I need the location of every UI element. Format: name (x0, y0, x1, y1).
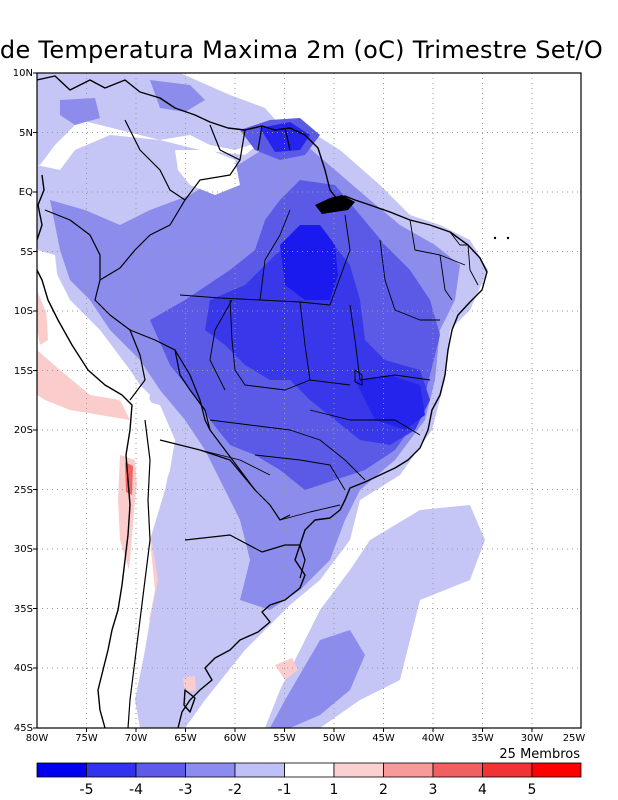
plot-frame (36, 72, 582, 729)
argentina-paraguay-border (159, 439, 256, 491)
colorbar-label: -1 (278, 782, 292, 798)
colorbar-swatch (482, 762, 533, 778)
colorbar-label: -5 (80, 782, 94, 798)
neutral-ocean-se (420, 540, 581, 728)
lat-label: 35S (14, 604, 33, 615)
members-note: 25 Membros (499, 747, 580, 762)
country-borders (44, 119, 306, 728)
cool-core-central (355, 375, 425, 430)
lon-label: 30W (521, 733, 544, 744)
colorbar-swatch (531, 762, 582, 778)
colorbar-swatch (383, 762, 434, 778)
lat-label: 45S (14, 723, 33, 734)
colorbar-swatch (333, 762, 384, 778)
lat-label: 40S (14, 663, 33, 674)
lon-label: 40W (422, 733, 445, 744)
warm-pacific-patch (37, 350, 130, 420)
neutral-guiana (175, 150, 240, 195)
colorbar-swatch (36, 762, 87, 778)
colorbar-label: -4 (129, 782, 143, 798)
lon-label: 45W (372, 733, 395, 744)
map-title: ia de Temperatura Maxima 2m (oC) Trimest… (0, 36, 604, 64)
lat-label: 20S (14, 425, 33, 436)
lon-label: 25W (563, 733, 586, 744)
state-borders (179, 209, 479, 521)
grid-lines (37, 73, 581, 728)
colorbar-label: 1 (330, 782, 339, 798)
lat-label: 25S (14, 485, 33, 496)
warm-south-atlantic (275, 658, 298, 680)
lon-label: 75W (75, 733, 98, 744)
caribbean-cool-patch (37, 73, 280, 165)
pacific-coast (37, 269, 133, 728)
anomaly-field (37, 73, 581, 728)
lat-label: 10N (13, 68, 33, 79)
coastlines (37, 75, 488, 728)
colorbar: -5 -4 -3 -2 -1 1 2 3 4 5 (36, 762, 582, 798)
lon-label: 50W (323, 733, 346, 744)
amazon-mouth-islands (315, 195, 355, 214)
neutral-west-coast (37, 395, 118, 728)
lat-label: 30S (14, 544, 33, 555)
lon-label: 70W (125, 733, 148, 744)
cool-core-amazon (280, 225, 338, 300)
colombia-venezuela-border (124, 119, 186, 201)
peru-ecuador-border (44, 209, 101, 280)
caribbean-mid-patch (150, 80, 205, 112)
guianas-border (209, 124, 291, 161)
colorbar-swatch (135, 762, 186, 778)
gulf-of-guayaquil (37, 174, 45, 241)
colorbar-swatch (185, 762, 236, 778)
lon-label: 65W (174, 733, 197, 744)
lat-label: EQ (19, 187, 33, 198)
colorbar-label: 2 (379, 782, 388, 798)
colorbar-label: 4 (478, 782, 487, 798)
neutral-andes-north (37, 250, 150, 420)
south-america-coast (37, 75, 488, 728)
peru-bolivia-border (129, 329, 146, 401)
bolivia-paraguay-border (174, 349, 211, 431)
argentina-interior (184, 534, 263, 553)
caribbean-mid-patch-2 (60, 98, 100, 125)
lat-label: 5N (19, 128, 33, 139)
colorbar-swatch (432, 762, 483, 778)
lon-label: 80W (26, 733, 49, 744)
colorbar-swatch (284, 762, 335, 778)
colorbar-label: -2 (228, 782, 242, 798)
lat-label: 15S (14, 366, 33, 377)
colorbar-label: 3 (429, 782, 438, 798)
latitude-axis: 10N 5N EQ 5S 10S 15S 20S 25S 30S 35S 40S… (13, 68, 33, 734)
lat-label: 5S (20, 247, 33, 258)
colorbar-swatch (234, 762, 285, 778)
argentina-chile-border (127, 419, 151, 728)
tierra-del-fuego-fragment (183, 689, 196, 713)
lon-label: 55W (273, 733, 296, 744)
longitude-ticks (86, 728, 533, 732)
lon-label: 60W (224, 733, 247, 744)
southern-cool-band (270, 630, 365, 728)
uruguay-border (261, 544, 306, 579)
lat-label: 10S (14, 306, 33, 317)
warm-patagonia (183, 676, 196, 692)
colorbar-swatch (86, 762, 137, 778)
lon-label: 35W (471, 733, 494, 744)
longitude-axis: 80W 75W 70W 65W 60W 55W 50W 45W 40W 35W … (26, 733, 586, 744)
atlantic-island-2 (506, 236, 510, 240)
atlantic-island-1 (493, 236, 497, 240)
colorbar-label: 5 (528, 782, 537, 798)
neutral-ocean-ne (488, 73, 581, 505)
colorbar-label: -3 (179, 782, 193, 798)
latitude-ticks (33, 72, 37, 729)
